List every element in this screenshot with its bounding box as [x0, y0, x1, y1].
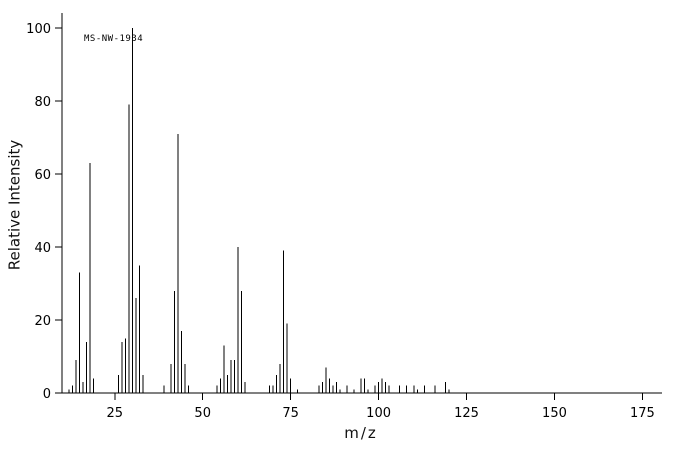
y-tick-label: 0 [43, 387, 51, 402]
x-tick-label: 150 [542, 406, 567, 421]
x-tick-label: 25 [106, 406, 123, 421]
y-axis-title: Relative Intensity [5, 139, 24, 271]
y-tick-label: 40 [34, 241, 51, 256]
x-tick-label: 75 [282, 406, 299, 421]
y-tick-label: 20 [34, 314, 51, 329]
y-tick-label: 60 [34, 168, 51, 183]
x-tick-label: 100 [366, 406, 391, 421]
y-axis-title-wrap: Relative Intensity [0, 0, 28, 410]
x-tick-label: 175 [630, 406, 655, 421]
spectrum-id-label: MS-NW-1934 [84, 34, 144, 44]
y-tick-label: 80 [34, 95, 51, 110]
x-axis-title: m/z [344, 424, 378, 442]
x-tick-label: 125 [454, 406, 479, 421]
y-tick-label: 100 [26, 22, 51, 37]
x-tick-label: 50 [194, 406, 211, 421]
